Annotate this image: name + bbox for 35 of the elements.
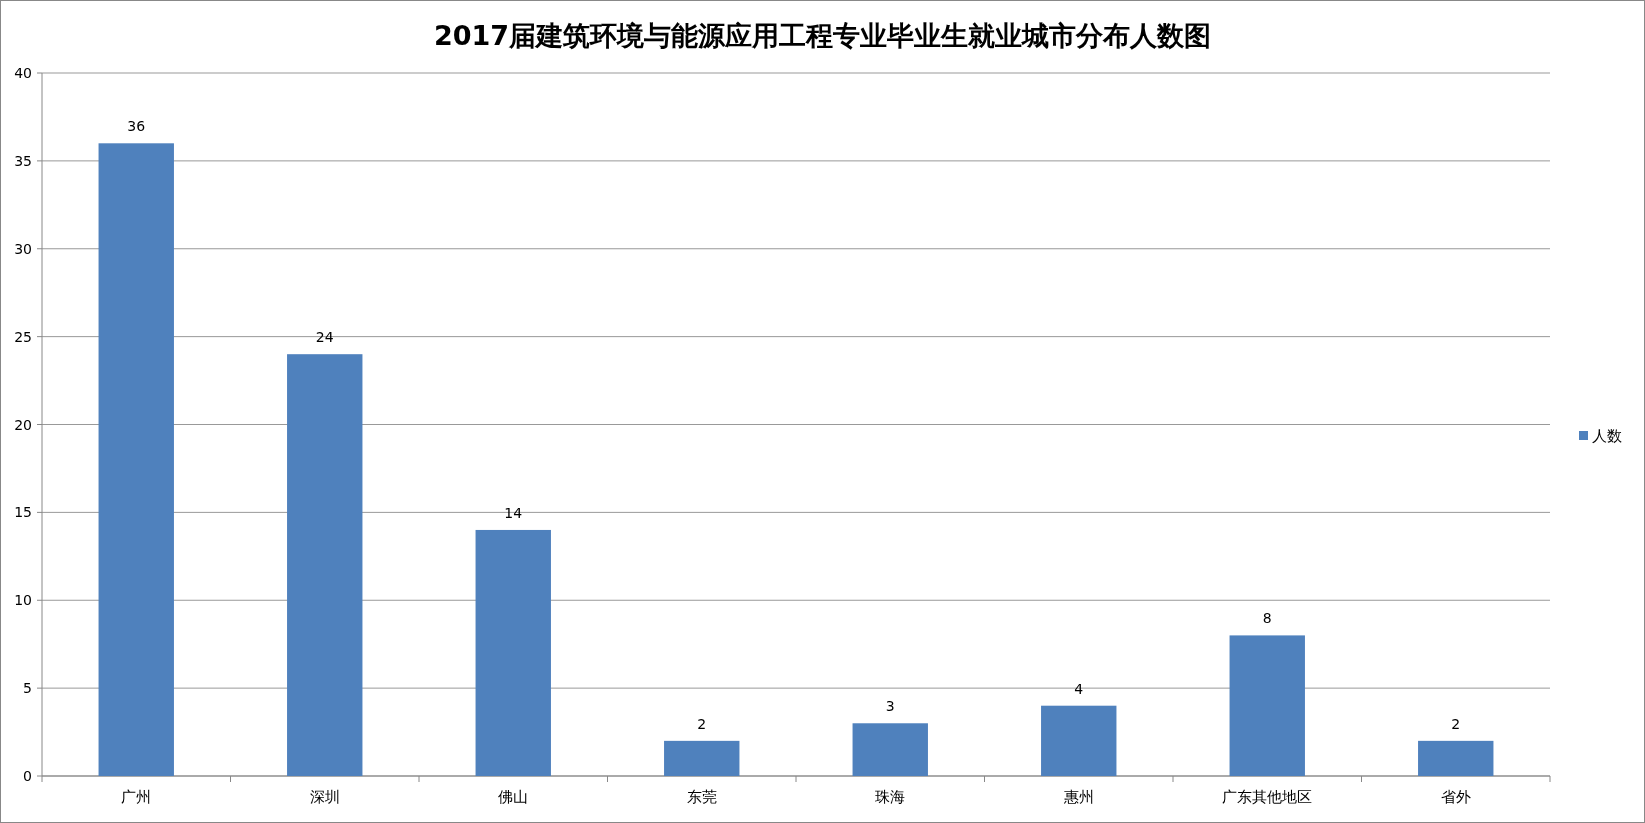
- bar: [1229, 635, 1305, 776]
- x-tick-label: 东莞: [686, 788, 717, 806]
- y-tick-label: 25: [14, 328, 32, 345]
- x-tick-label: 惠州: [1062, 788, 1094, 806]
- y-tick-label: 30: [14, 240, 32, 257]
- y-tick-label: 5: [23, 680, 32, 697]
- x-tick-label: 广东其他地区: [1222, 788, 1313, 806]
- data-label: 2: [697, 715, 707, 732]
- chart-title: 2017届建筑环境与能源应用工程专业毕业生就业城市分布人数图: [433, 20, 1212, 51]
- data-label: 14: [504, 504, 523, 521]
- bar: [1041, 705, 1117, 776]
- data-label: 8: [1262, 610, 1272, 627]
- bar: [664, 740, 740, 776]
- x-tick-label: 广州: [121, 788, 152, 806]
- x-tick-label: 深圳: [309, 788, 340, 806]
- data-label: 24: [315, 329, 334, 346]
- y-tick-label: 20: [14, 416, 32, 433]
- x-tick-label: 珠海: [875, 788, 906, 806]
- y-tick-label: 15: [14, 504, 32, 521]
- data-label: 4: [1074, 680, 1084, 697]
- x-tick-label: 佛山: [498, 788, 529, 806]
- bar: [852, 723, 928, 776]
- y-tick-label: 10: [14, 592, 32, 609]
- bar: [98, 143, 174, 776]
- bar: [475, 529, 551, 776]
- data-label: 36: [127, 118, 146, 135]
- y-tick-label: 40: [14, 65, 32, 81]
- y-tick-label: 35: [14, 152, 32, 169]
- x-tick-label: 省外: [1440, 788, 1471, 806]
- data-label: 2: [1451, 715, 1461, 732]
- bar: [1418, 740, 1494, 776]
- data-label: 3: [885, 698, 895, 715]
- bar: [287, 354, 363, 776]
- y-tick-label: 0: [23, 768, 32, 784]
- legend-label: 人数: [1592, 427, 1622, 445]
